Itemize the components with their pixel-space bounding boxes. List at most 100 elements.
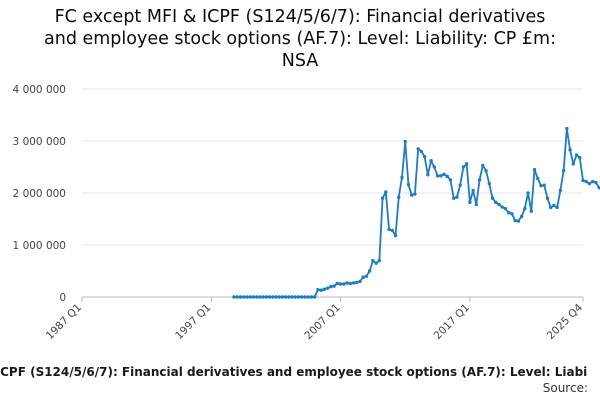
chart-title: FC except MFI & ICPF (S124/5/6/7): Finan… <box>0 6 600 72</box>
data-point <box>377 258 382 263</box>
data-point <box>348 281 352 286</box>
legend-label[interactable]: & ICPF (S124/5/6/7): Financial derivativ… <box>0 365 588 379</box>
data-point <box>506 211 511 215</box>
chart-title-line-2: and employee stock options (AF.7): Level… <box>44 29 556 49</box>
x-tick-label: 2025 Q4 <box>545 301 586 342</box>
data-point <box>597 186 600 190</box>
data-point <box>358 279 362 284</box>
data-point <box>332 284 336 288</box>
data-point <box>490 196 495 200</box>
y-axis-tick-labels: 0 1 000 000 2 000 000 3 000 000 4 000 000 <box>13 84 66 304</box>
data-point <box>568 148 572 152</box>
data-point <box>267 295 272 299</box>
data-point <box>516 219 521 223</box>
data-point <box>384 190 388 194</box>
data-point <box>565 126 569 131</box>
data-point <box>529 209 533 213</box>
data-point <box>426 173 430 177</box>
data-point <box>316 288 320 292</box>
data-point <box>238 295 243 299</box>
data-point <box>380 196 385 200</box>
data-point <box>329 284 333 289</box>
data-point <box>274 295 278 299</box>
data-point <box>345 281 349 285</box>
data-point <box>422 154 427 159</box>
data-point <box>484 168 488 173</box>
data-point <box>594 180 598 185</box>
data-point <box>390 228 394 233</box>
data-point <box>539 184 543 188</box>
data-point <box>503 206 508 211</box>
data-point <box>241 295 246 299</box>
grid-lines <box>82 88 583 246</box>
data-point <box>355 280 359 285</box>
data-point <box>584 179 588 184</box>
data-point <box>367 269 372 273</box>
data-point <box>371 258 375 263</box>
data-point <box>403 139 407 144</box>
data-point <box>571 162 575 166</box>
data-point <box>429 159 433 163</box>
source-label: Source: <box>542 381 588 395</box>
data-point <box>313 295 317 299</box>
data-point <box>542 183 546 187</box>
data-point <box>342 282 346 286</box>
data-point <box>280 295 285 299</box>
data-point <box>435 174 440 178</box>
y-tick-label: 1 000 000 <box>13 240 66 252</box>
chart-title-line-3: NSA <box>281 51 319 71</box>
data-point <box>409 193 414 197</box>
data-point <box>513 218 517 223</box>
data-point <box>235 295 239 299</box>
data-point <box>296 295 301 299</box>
data-point <box>248 295 252 299</box>
data-point <box>523 206 527 211</box>
data-point <box>526 191 530 195</box>
data-point <box>494 200 498 205</box>
data-point <box>455 195 459 199</box>
data-point <box>254 295 259 299</box>
y-tick-label: 2 000 000 <box>13 188 66 200</box>
data-point <box>264 295 268 299</box>
data-point <box>452 196 456 200</box>
data-point <box>413 192 417 196</box>
data-point <box>319 288 323 292</box>
data-point <box>461 165 466 169</box>
data-point <box>578 155 582 160</box>
data-point <box>536 176 540 181</box>
data-point <box>458 183 462 187</box>
data-point <box>338 282 343 286</box>
data-point <box>287 295 291 299</box>
data-point <box>361 275 365 279</box>
data-point <box>464 162 469 166</box>
data-point <box>581 178 585 183</box>
data-point <box>519 214 524 219</box>
data-point <box>283 295 288 299</box>
data-point <box>487 181 491 186</box>
chart-title-line-1: FC except MFI & ICPF (S124/5/6/7): Finan… <box>54 7 546 27</box>
data-point <box>258 295 262 299</box>
x-tick-label: 2017 Q1 <box>432 302 472 342</box>
data-point <box>251 295 256 299</box>
data-point <box>416 147 420 151</box>
data-point <box>448 178 453 182</box>
series-line <box>233 127 600 298</box>
x-tick-label: 2007 Q1 <box>302 302 342 342</box>
data-point <box>442 172 446 176</box>
data-point <box>445 174 449 179</box>
data-point <box>393 233 398 238</box>
data-point <box>558 188 563 193</box>
data-point <box>306 295 310 299</box>
x-axis-ticks: 1987 Q1 1997 Q1 2007 Q1 2017 Q1 2025 Q4 <box>44 297 586 342</box>
data-point <box>335 281 340 286</box>
data-point <box>481 163 485 168</box>
data-point <box>374 261 378 265</box>
data-point <box>293 295 298 299</box>
y-tick-label: 0 <box>59 292 66 304</box>
series-points <box>232 126 600 299</box>
data-point <box>364 274 369 278</box>
data-point <box>387 227 391 232</box>
data-point <box>555 205 559 210</box>
data-point <box>532 167 537 172</box>
